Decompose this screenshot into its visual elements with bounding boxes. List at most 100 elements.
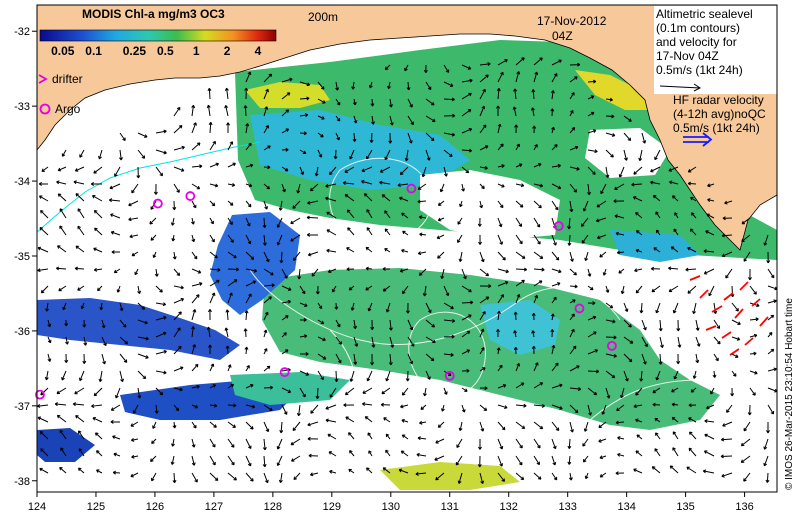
velocity-arrow: [497, 364, 503, 372]
velocity-arrow: [191, 326, 196, 338]
velocity-arrow: [479, 421, 485, 432]
velocity-arrow: [497, 280, 509, 287]
velocity-arrow: [457, 217, 463, 225]
velocity-arrow: [346, 247, 355, 253]
velocity-arrow: [596, 234, 607, 240]
velocity-arrow: [299, 387, 306, 398]
altimetry-legend-line: 17-Nov 04Z: [656, 49, 719, 63]
colorbar-title: MODIS Chl-a mg/m3 OC3: [82, 7, 225, 21]
velocity-arrow: [654, 448, 661, 457]
velocity-arrow: [479, 284, 492, 289]
velocity-arrow: [224, 87, 229, 100]
velocity-arrow: [599, 472, 607, 478]
colorbar-tick-label: 0.25: [123, 44, 147, 58]
velocity-arrow: [325, 418, 337, 423]
velocity-arrow: [389, 115, 394, 126]
velocity-arrow: [740, 455, 751, 463]
lon-tick-label: 135: [676, 501, 694, 513]
velocity-arrow: [587, 369, 600, 374]
velocity-arrow: [39, 467, 49, 474]
lat-tick-label: -35: [14, 251, 30, 263]
velocity-arrow: [113, 268, 121, 274]
velocity-arrow: [461, 387, 468, 392]
velocity-arrow: [584, 472, 589, 480]
velocity-arrow: [129, 234, 139, 239]
velocity-arrow: [569, 92, 575, 100]
velocity-arrow: [533, 280, 543, 287]
velocity-arrow: [245, 404, 256, 409]
velocity-arrow: [497, 404, 508, 410]
velocity-arrow: [83, 336, 88, 346]
velocity-arrow: [654, 417, 661, 423]
velocity-arrow: [191, 455, 196, 466]
velocity-arrow: [119, 319, 127, 328]
hf-radar-arrow: [699, 289, 709, 299]
velocity-arrow: [155, 302, 167, 307]
velocity-arrow: [641, 336, 648, 348]
velocity-arrow: [173, 183, 180, 193]
velocity-arrow: [568, 472, 573, 481]
cloud-gap: [585, 128, 670, 178]
velocity-arrow: [425, 98, 435, 106]
velocity-arrow: [569, 166, 580, 171]
velocity-arrow: [77, 467, 85, 474]
velocity-arrow: [419, 420, 427, 425]
velocity-arrow: [437, 251, 445, 259]
velocity-arrow: [731, 353, 739, 358]
velocity-arrow: [41, 166, 49, 173]
velocity-arrow: [515, 200, 524, 208]
velocity-arrow: [263, 404, 273, 412]
velocity-arrow: [461, 314, 472, 321]
velocity-arrow: [191, 104, 196, 117]
velocity-arrow: [98, 370, 103, 383]
velocity-arrow: [245, 200, 252, 208]
velocity-arrow: [209, 217, 214, 225]
velocity-arrow: [335, 115, 341, 122]
velocity-arrow: [569, 200, 574, 213]
hf-radar-arrow: [734, 308, 744, 319]
velocity-arrow: [743, 472, 751, 482]
velocity-arrow: [170, 455, 175, 465]
altimetry-scale-arrow: [659, 83, 701, 92]
colorbar: MODIS Chl-a mg/m3 OC3 0.05 0.1 0.25 0.5 1 2 4: [39, 7, 277, 58]
velocity-arrow: [310, 404, 319, 414]
velocity-arrow: [497, 217, 503, 228]
velocity-arrow: [119, 302, 124, 312]
velocity-arrow: [209, 162, 220, 168]
velocity-arrow: [443, 334, 455, 339]
velocity-arrow: [437, 421, 445, 428]
velocity-arrow: [677, 336, 682, 348]
velocity-arrow: [533, 163, 542, 168]
velocity-arrow: [281, 387, 292, 394]
velocity-arrow: [497, 251, 506, 261]
velocity-arrow: [263, 329, 268, 338]
velocity-arrow: [587, 79, 597, 84]
velocity-arrow: [281, 285, 292, 291]
velocity-arrow: [371, 115, 375, 125]
velocity-arrow: [497, 438, 504, 450]
velocity-arrow: [707, 183, 715, 188]
velocity-arrow: [245, 123, 250, 134]
velocity-arrow: [173, 297, 185, 304]
velocity-arrow: [110, 419, 121, 424]
velocity-arrow: [721, 251, 733, 258]
velocity-arrow: [263, 124, 269, 134]
velocity-arrow: [722, 421, 733, 427]
velocity-arrow: [227, 267, 240, 272]
velocity-arrow: [724, 200, 733, 205]
velocity-arrow: [533, 267, 545, 272]
velocity-arrow: [673, 370, 679, 380]
velocity-arrow: [263, 365, 271, 372]
velocity-arrow: [111, 250, 121, 255]
velocity-arrow: [227, 438, 235, 448]
argo-float-marker: [444, 370, 455, 381]
velocity-arrow: [299, 334, 308, 339]
velocity-arrow: [569, 76, 578, 83]
velocity-arrow: [551, 421, 560, 431]
velocity-arrow: [569, 268, 577, 276]
velocity-arrow: [110, 213, 121, 219]
velocity-arrow: [605, 132, 616, 137]
velocity-arrow: [479, 328, 485, 338]
velocity-arrow: [382, 285, 391, 292]
velocity-arrow: [443, 132, 456, 137]
